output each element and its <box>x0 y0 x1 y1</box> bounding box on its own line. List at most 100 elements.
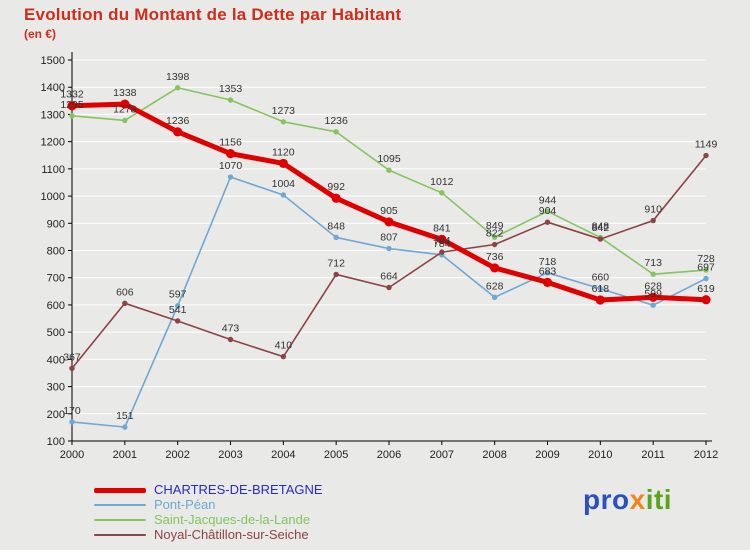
value-label: 628 <box>486 280 504 292</box>
series-marker <box>67 101 77 111</box>
series-marker <box>386 167 392 173</box>
x-tick-label: 2009 <box>535 449 559 461</box>
legend: CHARTRES-DE-BRETAGNE Pont-Péan Saint-Jacqu… <box>94 483 323 543</box>
y-tick-label: 1400 <box>41 82 65 94</box>
dette-line-chart: 100 200 300 400 500 600 700 800 900 1000 1100 1200 1… <box>41 52 718 461</box>
value-label: 618 <box>592 283 610 295</box>
series-marker <box>386 284 392 291</box>
value-label: 848 <box>327 220 345 232</box>
series-marker <box>703 152 709 159</box>
series-line <box>71 154 707 370</box>
series-marker <box>69 419 75 425</box>
value-label: 1120 <box>272 146 295 158</box>
value-label: 842 <box>592 222 610 234</box>
series-marker <box>69 365 75 372</box>
y-tick-label: 1000 <box>41 191 65 203</box>
y-tick-label: 1500 <box>41 55 65 67</box>
value-label: 1332 <box>60 89 84 101</box>
value-label: 1156 <box>219 137 242 149</box>
y-tick-label: 100 <box>47 436 65 448</box>
series-marker <box>280 119 287 125</box>
value-label: 904 <box>539 205 557 217</box>
x-tick-label: 2003 <box>218 449 242 461</box>
series-marker <box>544 270 551 276</box>
series-marker <box>597 236 604 242</box>
proxiti-logo: proxiti <box>583 484 672 516</box>
series-marker <box>595 295 605 305</box>
series-marker <box>280 353 287 360</box>
series-marker <box>173 127 183 137</box>
x-tick-label: 2002 <box>165 449 189 461</box>
series-marker <box>648 292 658 302</box>
value-label: 1278 <box>113 103 137 115</box>
series-marker <box>227 336 234 343</box>
value-label: 992 <box>327 181 345 193</box>
value-label: 1004 <box>272 178 296 190</box>
value-label: 541 <box>169 304 187 316</box>
value-label: 905 <box>380 205 398 217</box>
series-marker <box>439 249 445 255</box>
series-marker <box>278 158 288 169</box>
value-label: 1353 <box>219 83 243 95</box>
x-tick-label: 2000 <box>60 449 84 461</box>
value-label: 736 <box>486 251 504 263</box>
series-marker <box>333 234 339 241</box>
value-label: 619 <box>697 283 715 295</box>
series-marker <box>227 97 234 103</box>
value-label: 713 <box>644 257 662 269</box>
series-marker <box>333 129 339 135</box>
legend-line-swatch <box>94 487 146 493</box>
series-marker <box>703 267 709 273</box>
value-label: 807 <box>380 232 398 244</box>
series-marker <box>280 192 287 198</box>
y-tick-label: 700 <box>47 273 65 285</box>
value-label: 1070 <box>219 160 243 172</box>
value-label: 841 <box>433 222 451 234</box>
y-tick-label: 200 <box>47 409 65 421</box>
value-label: 151 <box>116 410 134 422</box>
value-label: 606 <box>116 286 134 298</box>
series-marker <box>491 234 498 240</box>
series-marker <box>122 424 128 430</box>
series-marker <box>69 113 75 119</box>
value-label: 597 <box>169 289 187 301</box>
value-label: 1273 <box>272 105 296 117</box>
series-marker <box>333 271 339 278</box>
logo-part: pro <box>583 484 630 515</box>
series-marker <box>650 302 656 308</box>
series-marker <box>703 275 709 282</box>
legend-label: Pont-Péan <box>154 497 216 512</box>
legend-item: Saint-Jacques-de-la-Lande <box>94 513 323 527</box>
value-label: 1012 <box>430 176 454 188</box>
x-tick-label: 2001 <box>113 449 137 461</box>
x-tick-label: 2010 <box>588 449 612 461</box>
value-label: 848 <box>592 220 610 232</box>
value-label: 794 <box>433 235 451 247</box>
value-label: 728 <box>697 253 715 265</box>
value-label: 822 <box>486 228 504 240</box>
series-marker <box>386 245 392 252</box>
value-label: 410 <box>275 340 293 352</box>
series-marker <box>491 241 498 248</box>
series-marker <box>490 263 500 273</box>
value-label: 683 <box>539 265 557 277</box>
series-marker <box>174 85 181 91</box>
legend-label: Saint-Jacques-de-la-Lande <box>154 512 311 527</box>
value-label: 849 <box>486 220 504 232</box>
series-marker <box>122 300 128 306</box>
series-marker <box>437 234 447 244</box>
legend-line-swatch <box>94 504 146 506</box>
y-tick-label: 1300 <box>41 109 65 121</box>
series-marker <box>491 294 498 301</box>
y-tick-label: 1200 <box>41 137 65 149</box>
logo-part: x <box>629 484 646 515</box>
x-tick-label: 2006 <box>377 449 401 461</box>
y-tick-label: 900 <box>47 218 65 230</box>
legend-line-swatch <box>94 534 146 536</box>
series-marker <box>122 117 128 124</box>
chart-title: Evolution du Montant de la Dette par Hab… <box>24 5 402 24</box>
series-marker <box>439 190 445 196</box>
value-label: 784 <box>433 238 451 250</box>
value-label: 1149 <box>695 139 718 151</box>
